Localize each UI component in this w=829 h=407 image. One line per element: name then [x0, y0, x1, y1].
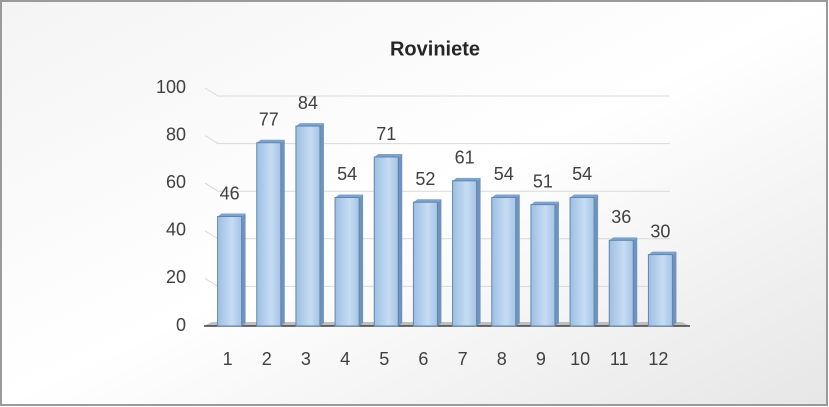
- bar: [569, 196, 595, 327]
- bar-side: [554, 201, 559, 326]
- bar: [452, 180, 478, 327]
- bar-side: [398, 154, 403, 326]
- bar: [608, 239, 634, 327]
- bar-top: [609, 237, 638, 241]
- grid-line: [204, 182, 670, 192]
- bar: [412, 201, 438, 327]
- bar-top: [374, 154, 403, 158]
- bar-side: [633, 237, 638, 326]
- x-tick-label: 1: [223, 349, 233, 369]
- bar-side: [280, 139, 285, 326]
- data-label: 54: [572, 164, 592, 184]
- y-tick-label: 40: [166, 220, 186, 240]
- bar: [334, 196, 360, 327]
- data-label: 51: [533, 171, 553, 191]
- bar-side: [672, 251, 677, 326]
- bar-side: [515, 194, 520, 326]
- bar: [295, 125, 321, 327]
- floor: [204, 322, 690, 326]
- bar-side: [594, 194, 599, 326]
- bar: [373, 156, 399, 327]
- x-tick-label: 6: [418, 349, 428, 369]
- bar: [491, 196, 517, 327]
- bar-side: [359, 194, 364, 326]
- bar-top: [413, 199, 442, 203]
- y-tick-label: 100: [156, 77, 186, 97]
- bar-top: [452, 177, 481, 181]
- x-tick-label: 5: [379, 349, 389, 369]
- data-label: 61: [455, 148, 475, 168]
- y-tick-label: 0: [176, 315, 186, 335]
- x-tick-label: 12: [648, 349, 668, 369]
- bar-side: [241, 213, 246, 326]
- bar-top: [335, 194, 364, 198]
- bar-side: [437, 199, 442, 326]
- x-tick-label: 10: [570, 349, 590, 369]
- data-label: 71: [376, 124, 396, 144]
- bar: [256, 142, 282, 327]
- x-tick-label: 4: [340, 349, 350, 369]
- data-label: 52: [415, 169, 435, 189]
- x-tick-label: 11: [610, 349, 629, 369]
- y-tick-label: 60: [166, 172, 186, 192]
- data-label: 84: [298, 93, 318, 113]
- bar: [647, 254, 673, 327]
- data-label: 54: [337, 164, 357, 184]
- chart-title: Roviniete: [390, 38, 480, 60]
- data-label: 54: [494, 164, 514, 184]
- x-tick-label: 3: [301, 349, 311, 369]
- x-tick-label: 7: [458, 349, 468, 369]
- y-tick-label: 80: [166, 124, 186, 144]
- bar: [217, 216, 243, 327]
- bar-top: [295, 123, 324, 127]
- data-label: 30: [650, 221, 670, 241]
- bar-side: [476, 177, 481, 326]
- bar-top: [256, 139, 285, 143]
- y-tick-label: 20: [166, 267, 186, 287]
- bar-side: [319, 123, 324, 326]
- x-tick-label: 9: [536, 349, 546, 369]
- data-label: 36: [611, 207, 631, 227]
- bar-top: [570, 194, 599, 198]
- bar: [530, 204, 556, 327]
- grid-line: [204, 87, 670, 97]
- bar-top: [491, 194, 520, 198]
- bar-top: [648, 251, 677, 255]
- bar-top: [217, 213, 246, 217]
- data-label: 46: [220, 183, 240, 203]
- bar-top: [530, 201, 559, 205]
- data-label: 77: [259, 109, 279, 129]
- x-tick-label: 2: [262, 349, 272, 369]
- grid-line: [204, 135, 670, 145]
- x-tick-label: 8: [497, 349, 507, 369]
